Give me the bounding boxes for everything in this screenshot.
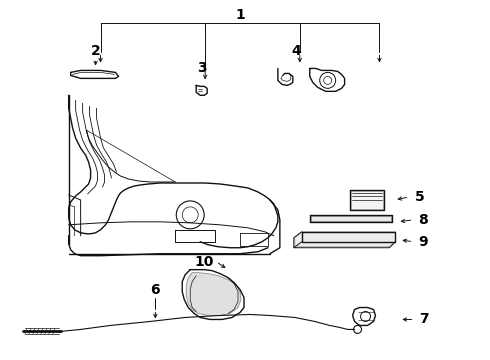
- Text: 8: 8: [418, 213, 428, 227]
- Text: 10: 10: [195, 255, 214, 269]
- Text: 1: 1: [235, 8, 245, 22]
- Text: 9: 9: [418, 235, 428, 249]
- Text: 7: 7: [419, 312, 429, 327]
- Polygon shape: [350, 191, 384, 209]
- Text: 4: 4: [291, 44, 301, 58]
- Text: 6: 6: [150, 283, 160, 297]
- Polygon shape: [311, 216, 392, 221]
- Polygon shape: [186, 273, 241, 315]
- Text: 3: 3: [197, 62, 207, 76]
- Polygon shape: [294, 232, 395, 247]
- Text: 2: 2: [91, 44, 100, 58]
- Circle shape: [354, 325, 362, 333]
- Text: 5: 5: [415, 190, 424, 204]
